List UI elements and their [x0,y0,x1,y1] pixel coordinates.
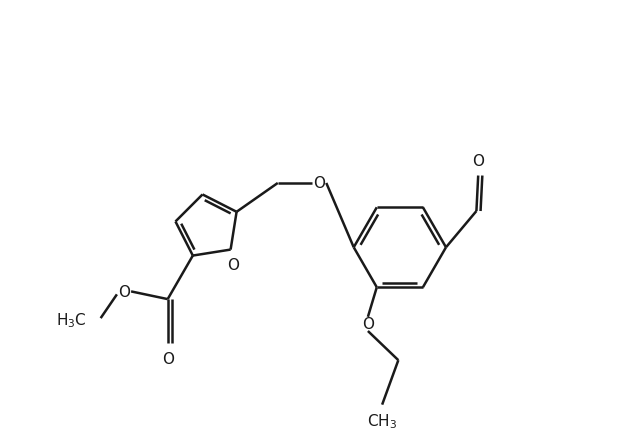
Text: O: O [118,284,130,299]
Text: O: O [162,351,173,366]
Text: O: O [228,257,239,272]
Text: O: O [472,154,484,169]
Text: H$_3$C: H$_3$C [56,311,87,329]
Text: O: O [313,176,325,191]
Text: O: O [362,317,374,332]
Text: CH$_3$: CH$_3$ [367,412,397,431]
